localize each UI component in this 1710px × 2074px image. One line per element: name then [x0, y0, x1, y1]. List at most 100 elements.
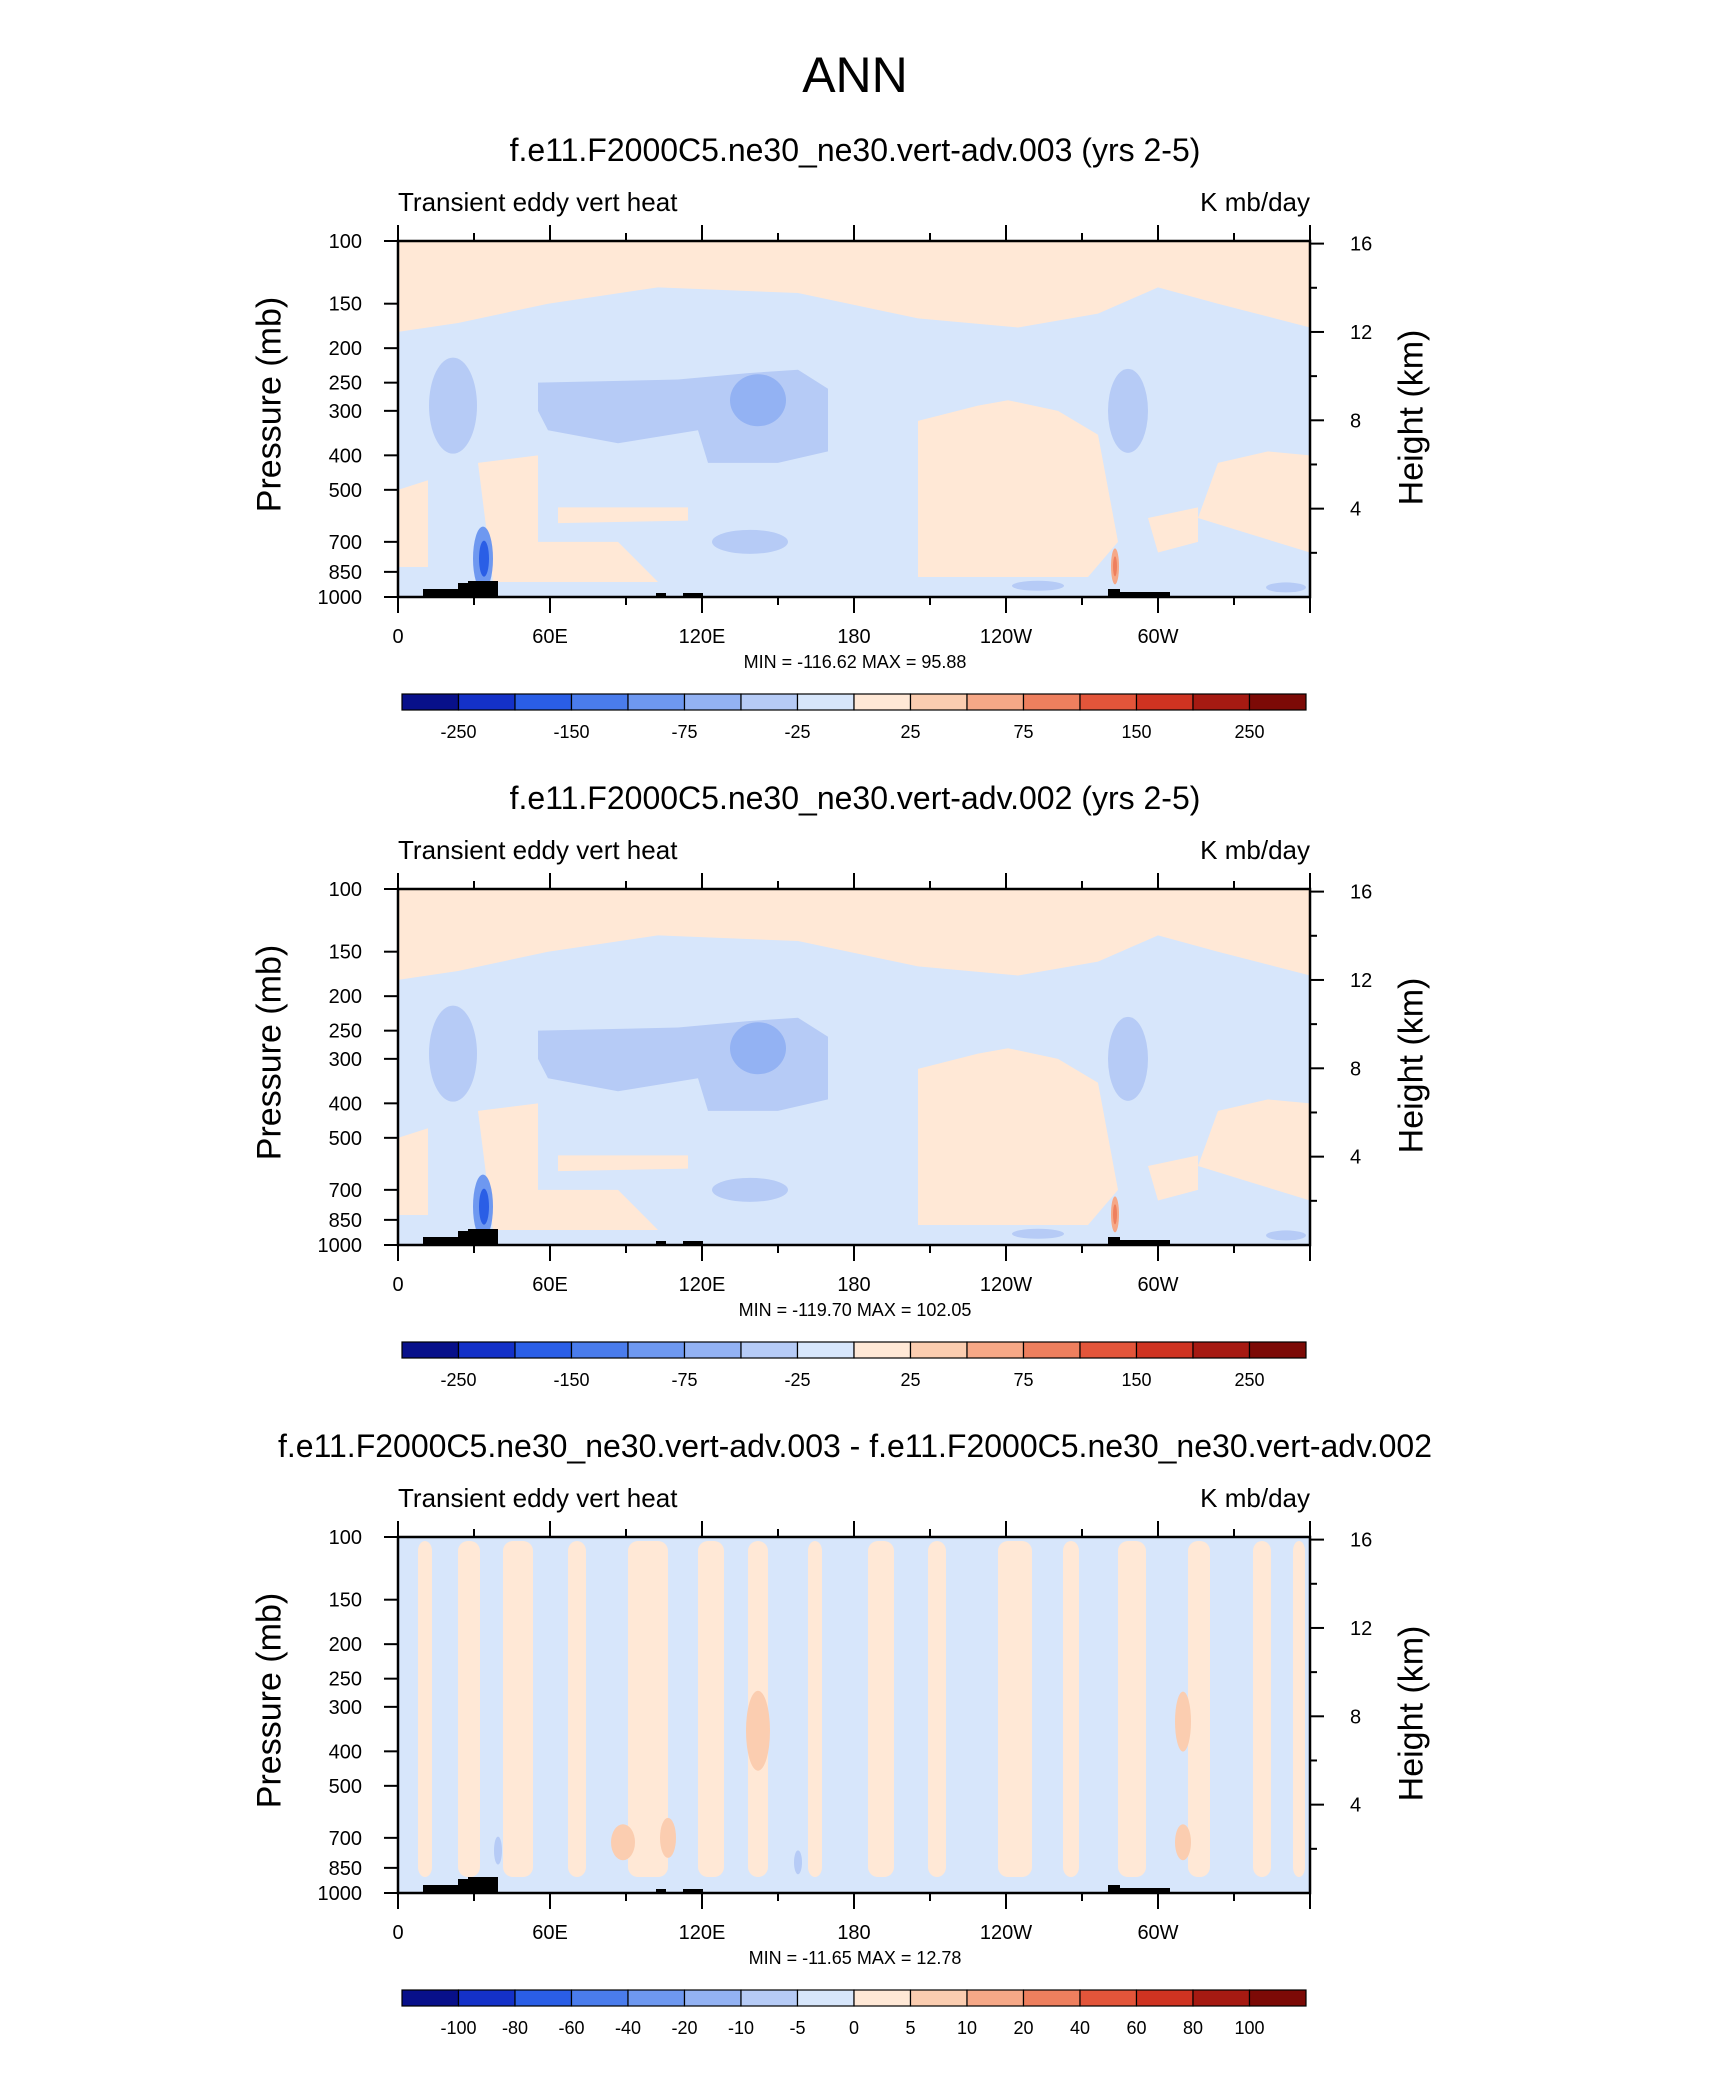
field-positive-stripe [868, 1541, 894, 1877]
field-positive-region [1148, 507, 1198, 553]
field-positive-stripe [998, 1541, 1032, 1877]
field-positive-stripe [1293, 1541, 1305, 1877]
field-positive-region [1198, 1099, 1310, 1201]
panel-3-field [398, 1537, 1310, 1893]
x-tick-label: 60W [1137, 626, 1178, 648]
field-negative-blob [494, 1836, 502, 1865]
colorbar-label: 60 [1126, 2018, 1146, 2038]
x-tick-label: 60E [532, 1274, 568, 1296]
field-negative-blob [429, 1005, 477, 1102]
panel-1-stats: MIN = -116.62 MAX = 95.88 [743, 652, 967, 672]
panel-3-units: K mb/day [1200, 1483, 1310, 1513]
field-positive-stripe [628, 1541, 668, 1877]
field-positive-region [918, 400, 1118, 577]
x-tick-label: 180 [837, 1922, 870, 1944]
colorbar-box [1135, 693, 1194, 711]
colorbar-label: 0 [849, 2018, 859, 2038]
field-positive-stripe [458, 1541, 480, 1877]
colorbar-box [1079, 1989, 1138, 2007]
y-right-tick-label: 16 [1350, 882, 1372, 904]
x-tick-label: 120E [679, 1922, 726, 1944]
field-negative-blob [1266, 582, 1306, 593]
field-positive-stripe [418, 1541, 432, 1877]
panel-1-title: f.e11.F2000C5.ne30_ne30.vert-adv.003 (yr… [509, 132, 1201, 168]
field-negative-blob [1266, 1230, 1306, 1241]
y-right-tick-label: 16 [1350, 1530, 1372, 1552]
colorbar-label: 150 [1121, 722, 1151, 742]
panel-3-subtitle-left: Transient eddy vert heat [398, 1483, 678, 1513]
terrain [1108, 1237, 1120, 1245]
y-tick-label: 250 [329, 373, 362, 395]
colorbar-box [457, 1989, 516, 2007]
colorbar-label: 250 [1234, 722, 1264, 742]
colorbar-box [570, 1341, 629, 1359]
x-tick-label: 120W [980, 1922, 1032, 1944]
y-right-tick-label: 4 [1350, 499, 1361, 521]
field-negative-blob [1108, 368, 1148, 453]
colorbar-box [1022, 693, 1081, 711]
y-tick-label: 850 [329, 1210, 362, 1232]
field-negative-blob [712, 529, 788, 554]
panel-1-field [398, 241, 1310, 597]
field-positive-stripe [503, 1541, 533, 1877]
terrain [656, 1889, 666, 1893]
colorbar-box [1192, 1341, 1251, 1359]
y-tick-label: 150 [329, 294, 362, 316]
colorbar-box [1248, 1989, 1307, 2007]
colorbar-label: 40 [1070, 2018, 1090, 2038]
y-tick-label: 300 [329, 1049, 362, 1071]
colorbar-box [853, 1989, 912, 2007]
field-positive-region [558, 507, 688, 524]
field-positive-region [1148, 1155, 1198, 1201]
field-positive-region [918, 1048, 1118, 1225]
terrain [1120, 1240, 1170, 1245]
panel-2-units: K mb/day [1200, 835, 1310, 865]
x-tick-label: 60W [1137, 1274, 1178, 1296]
y-tick-label: 100 [329, 1527, 362, 1549]
colorbar-label: -75 [671, 1370, 697, 1390]
colorbar-box [966, 1989, 1025, 2007]
colorbar-box [401, 693, 460, 711]
x-tick-label: 0 [392, 1274, 403, 1296]
terrain [423, 1885, 468, 1893]
field-positive-core [1113, 1204, 1117, 1225]
y-right-tick-label: 12 [1350, 322, 1372, 344]
field-positive-stripe [1063, 1541, 1079, 1877]
panel-1-axes: 100 150 200 250 300 400 500 700 850 1000 16 12 8 4 0 60… [318, 225, 1372, 648]
y-tick-label: 500 [329, 1776, 362, 1798]
colorbar-box [627, 693, 686, 711]
colorbar-box [514, 1341, 573, 1359]
y-tick-label: 150 [329, 1590, 362, 1612]
field-positive-stripe [568, 1541, 586, 1877]
y-tick-label: 250 [329, 1669, 362, 1691]
colorbar-label: 75 [1013, 1370, 1033, 1390]
y-tick-label: 700 [329, 1828, 362, 1850]
colorbar-box [570, 693, 629, 711]
field-background [398, 1537, 1310, 1893]
colorbar-box [570, 1989, 629, 2007]
y-tick-label: 700 [329, 1180, 362, 1202]
y-right-tick-label: 4 [1350, 1147, 1361, 1169]
y-tick-label: 300 [329, 1697, 362, 1719]
x-tick-label: 60W [1137, 1922, 1178, 1944]
colorbar-label: 20 [1013, 2018, 1033, 2038]
colorbar-box [909, 693, 968, 711]
x-tick-label: 120E [679, 626, 726, 648]
y-right-tick-label: 12 [1350, 1618, 1372, 1640]
field-negative-blob [429, 357, 477, 454]
x-tick-label: 120W [980, 1274, 1032, 1296]
terrain [468, 1229, 498, 1245]
x-tick-label: 0 [392, 626, 403, 648]
field-negative-core [730, 374, 786, 427]
field-negative-blob [1108, 1016, 1148, 1101]
colorbar-box [853, 693, 912, 711]
y-tick-label: 200 [329, 986, 362, 1008]
colorbar-box [683, 1341, 742, 1359]
colorbar-label: 150 [1121, 1370, 1151, 1390]
terrain [468, 1877, 498, 1893]
field-positive-region [1198, 451, 1310, 553]
y-tick-label: 1000 [318, 1235, 363, 1257]
colorbar-label: -75 [671, 722, 697, 742]
panel-3-title: f.e11.F2000C5.ne30_ne30.vert-adv.003 - f… [278, 1428, 1432, 1464]
colorbar-box [909, 1341, 968, 1359]
